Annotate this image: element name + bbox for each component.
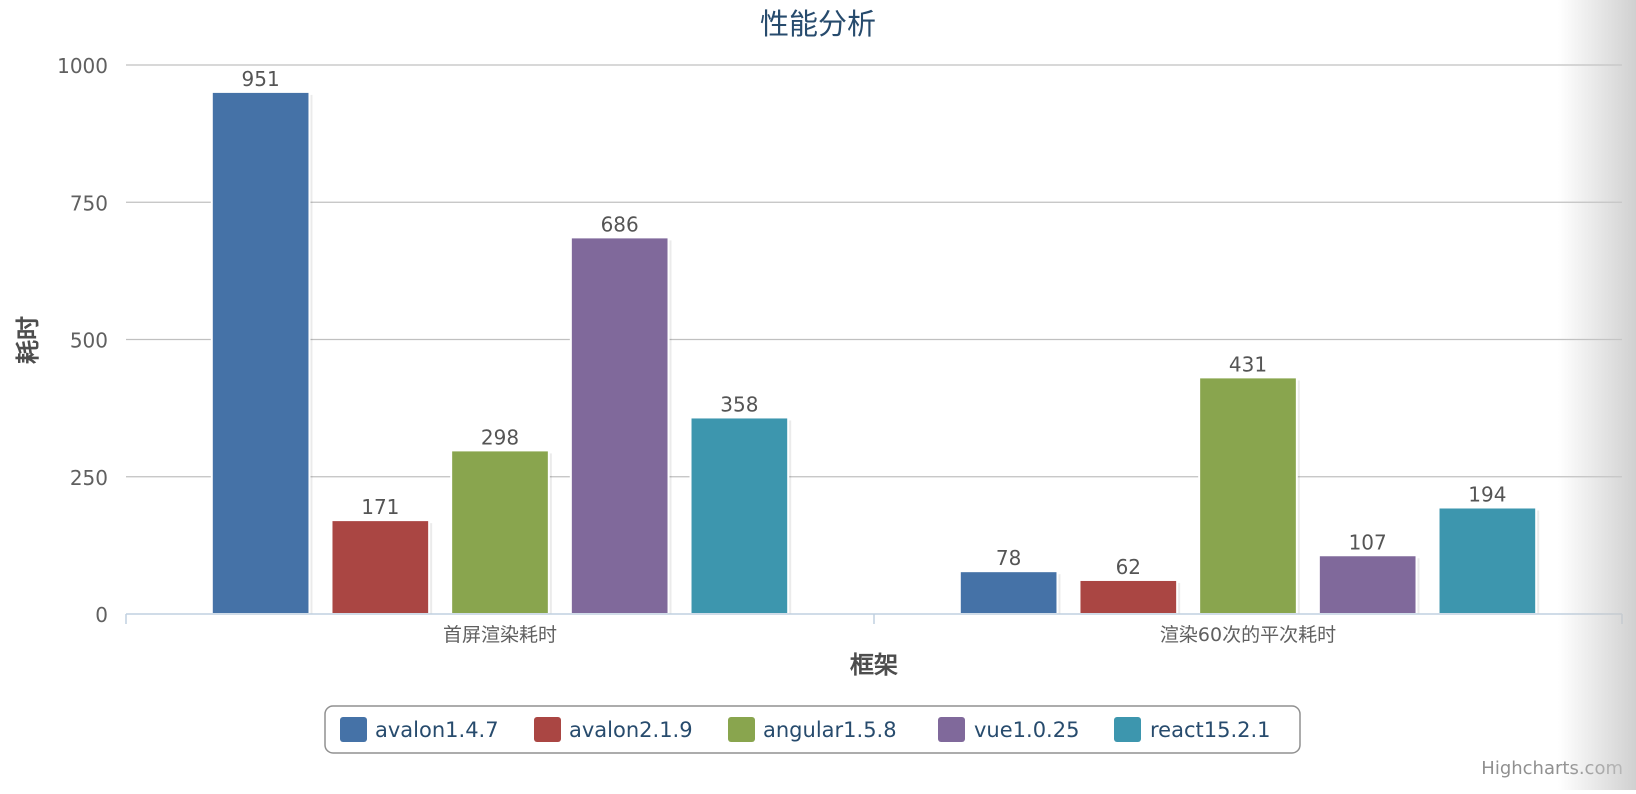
legend-box <box>324 705 1301 754</box>
y-axis-ticks: 0 250 500 750 1000 <box>57 54 108 627</box>
data-label: 431 <box>1229 352 1267 376</box>
y-tick-label: 1000 <box>57 54 108 78</box>
legend-swatch <box>1114 717 1141 742</box>
legend-label: avalon1.4.7 <box>375 718 499 742</box>
data-label: 298 <box>481 425 519 449</box>
credits-link[interactable]: Highcharts.com <box>1481 758 1623 779</box>
bar <box>1198 376 1298 616</box>
legend-item[interactable]: react15.2.1 <box>1114 717 1271 742</box>
y-tick-label: 250 <box>70 466 108 490</box>
legend-swatch <box>728 717 755 742</box>
data-label: 951 <box>242 67 280 91</box>
data-label: 78 <box>996 546 1021 570</box>
y-tick-label: 750 <box>70 191 108 215</box>
x-axis-title: 框架 <box>850 651 898 679</box>
legend-item[interactable]: angular1.5.8 <box>728 717 897 742</box>
chart-title: 性能分析 <box>760 7 876 41</box>
grid-lines <box>126 64 1622 478</box>
x-axis: 首屏渲染耗时 渲染60次的平次耗时 <box>125 613 1623 646</box>
bar <box>1078 578 1179 615</box>
data-label: 107 <box>1349 530 1387 554</box>
data-label: 171 <box>361 495 399 519</box>
bar <box>330 519 431 615</box>
bar <box>1317 554 1418 616</box>
data-label: 686 <box>601 212 639 236</box>
legend-item[interactable]: avalon2.1.9 <box>534 717 693 742</box>
legend: avalon1.4.7 avalon2.1.9 angular1.5.8 vue1.0… <box>324 705 1301 754</box>
legend-item[interactable]: avalon1.4.7 <box>340 717 499 742</box>
y-axis-title: 耗时 <box>14 316 42 364</box>
y-tick-label: 500 <box>70 329 108 353</box>
legend-swatch <box>534 717 561 742</box>
bar <box>689 416 790 616</box>
bars <box>210 90 1540 616</box>
data-label: 62 <box>1116 555 1141 579</box>
bar <box>1437 506 1538 615</box>
bar <box>569 236 670 616</box>
bar <box>450 449 550 616</box>
legend-item[interactable]: vue1.0.25 <box>938 717 1079 742</box>
bar <box>210 90 311 615</box>
data-labels: 951 78 171 62 298 431 686 107 358 194 <box>242 67 1507 579</box>
legend-label: vue1.0.25 <box>974 718 1079 742</box>
legend-swatch <box>340 717 367 742</box>
legend-label: avalon2.1.9 <box>569 718 693 742</box>
data-label: 194 <box>1468 482 1506 506</box>
y-tick-label: 0 <box>95 603 108 627</box>
bar <box>958 570 1059 615</box>
legend-label: react15.2.1 <box>1150 718 1271 742</box>
legend-label: angular1.5.8 <box>763 718 897 742</box>
x-category-label: 首屏渲染耗时 <box>443 624 557 646</box>
x-category-label: 渲染60次的平次耗时 <box>1160 624 1336 646</box>
legend-swatch <box>938 717 965 742</box>
data-label: 358 <box>720 392 758 416</box>
